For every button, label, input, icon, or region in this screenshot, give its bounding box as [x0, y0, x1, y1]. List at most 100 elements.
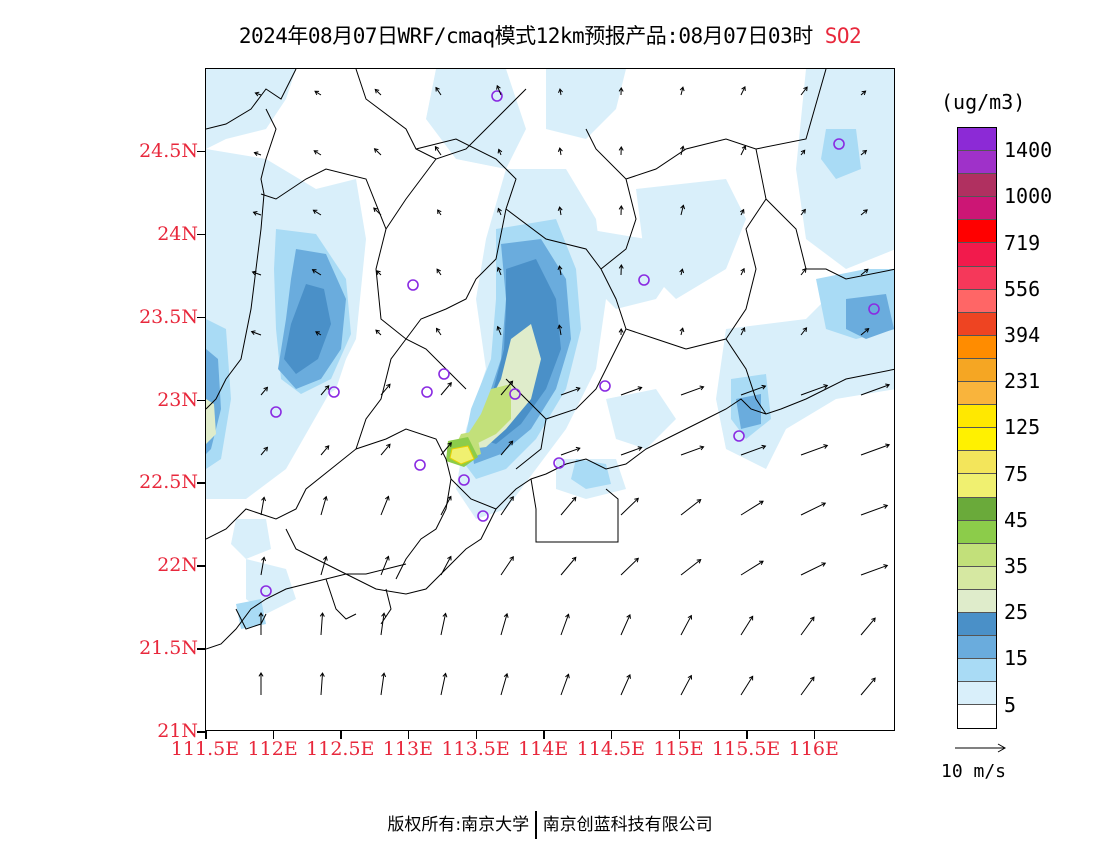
wind-arrow-head	[759, 560, 764, 566]
wind-arrow	[800, 209, 806, 216]
x-tick-label: 111.5E	[170, 738, 240, 760]
wind-arrow	[260, 387, 268, 396]
wind-arrow-head	[810, 676, 815, 682]
wind-arrow-head	[565, 673, 570, 679]
wind-arrow	[380, 496, 389, 516]
wind-arrow	[800, 327, 807, 336]
wind-arrow	[320, 385, 330, 396]
wind-arrow	[860, 150, 867, 156]
legend-swatch	[958, 682, 996, 706]
wind-vectors	[250, 84, 891, 696]
wind-arrow	[800, 676, 815, 696]
wind-arrow-head	[263, 386, 269, 392]
wind-arrow-head	[748, 675, 754, 681]
y-tick-mark	[197, 399, 205, 401]
wind-arrow-head	[871, 617, 876, 623]
x-tick-mark	[813, 731, 816, 739]
wind-arrow	[740, 500, 764, 516]
wind-arrow-head	[250, 330, 256, 336]
wind-arrow	[500, 556, 514, 576]
wind-arrow	[620, 447, 642, 456]
wind-arrow-head	[497, 148, 503, 154]
wind-arrow-head	[252, 211, 258, 216]
y-tick-mark	[197, 731, 205, 733]
wind-arrow	[800, 268, 807, 276]
wind-arrow	[740, 145, 746, 156]
wind-arrow-head	[503, 612, 509, 618]
legend-swatch	[958, 705, 996, 729]
wind-arrow	[497, 326, 502, 336]
wind-arrow-head	[319, 612, 325, 617]
wind-arrow-head	[435, 86, 440, 92]
wind-arrow-head	[740, 208, 745, 214]
x-tick-mark	[678, 731, 681, 739]
wind-arrow	[860, 504, 888, 516]
wind-arrow	[312, 269, 322, 276]
legend-label: 45	[1004, 507, 1029, 532]
wind-arrow	[252, 271, 262, 276]
monitoring-stations	[260, 90, 880, 597]
wind-arrow-head	[687, 674, 693, 680]
legend-label: 5	[1004, 692, 1017, 717]
wind-arrow-head	[863, 209, 868, 214]
wind-reference-label: 10 m/s	[941, 761, 1007, 782]
wind-arrow	[374, 89, 382, 96]
wind-arrow-head	[637, 446, 643, 451]
wind-arrow	[498, 149, 502, 156]
wind-arrow	[800, 86, 808, 96]
legend-swatch	[958, 335, 996, 359]
wind-arrow-head	[761, 444, 767, 450]
wind-arrow	[740, 327, 745, 336]
y-tick-label: 22.5N	[139, 471, 198, 494]
wind-arrow-head	[748, 615, 754, 621]
wind-arrow	[435, 87, 442, 96]
footer-left: 版权所有:南京大学	[387, 815, 530, 835]
wind-arrow-head	[741, 86, 746, 91]
wind-arrow	[440, 382, 452, 396]
wind-arrow	[800, 149, 806, 156]
legend-label: 1000	[1004, 184, 1053, 209]
wind-arrow-head	[618, 264, 624, 269]
wind-arrow-head	[618, 146, 624, 151]
legend-swatch	[958, 612, 996, 637]
wind-arrow-head	[618, 205, 624, 210]
wind-arrow-head	[447, 555, 452, 561]
wind-arrow	[500, 673, 508, 696]
wind-arrow-head	[618, 328, 624, 333]
wind-arrow	[260, 557, 265, 576]
wind-arrow	[496, 85, 502, 96]
wind-arrow	[680, 559, 702, 576]
legend-swatch	[958, 497, 996, 521]
wind-arrow-head	[435, 327, 441, 333]
legend-label: 75	[1004, 461, 1029, 486]
wind-arrow	[620, 387, 642, 396]
wind-arrow-head	[447, 495, 452, 501]
wind-arrow-head	[437, 209, 442, 215]
wind-arrow-head	[496, 266, 502, 272]
x-tick-mark	[746, 731, 748, 739]
y-tick-label: 22N	[157, 554, 198, 577]
wind-arrow	[440, 673, 447, 696]
wind-arrow-head	[496, 84, 501, 90]
wind-arrow-head	[557, 206, 563, 212]
y-tick-label: 23.5N	[139, 305, 198, 328]
wind-arrow	[380, 613, 385, 636]
wind-arrow	[860, 384, 890, 396]
wind-arrow-head	[322, 555, 328, 561]
wind-arrow	[380, 673, 385, 696]
wind-arrow	[740, 445, 766, 456]
concentration-map	[206, 69, 894, 696]
y-tick-mark	[197, 565, 205, 567]
wind-arrow-head	[571, 496, 577, 502]
wind-reference-arrow	[955, 743, 1007, 753]
wind-arrow-head	[384, 495, 390, 501]
wind-arrow	[860, 677, 876, 696]
wind-arrow-head	[312, 209, 318, 215]
wind-arrow	[253, 211, 262, 216]
wind-arrow	[374, 148, 382, 156]
wind-arrow-head	[800, 149, 806, 155]
y-tick-mark	[197, 150, 205, 153]
wind-arrow-head	[863, 268, 869, 274]
wind-arrow	[558, 325, 562, 336]
y-tick-mark	[197, 233, 205, 236]
